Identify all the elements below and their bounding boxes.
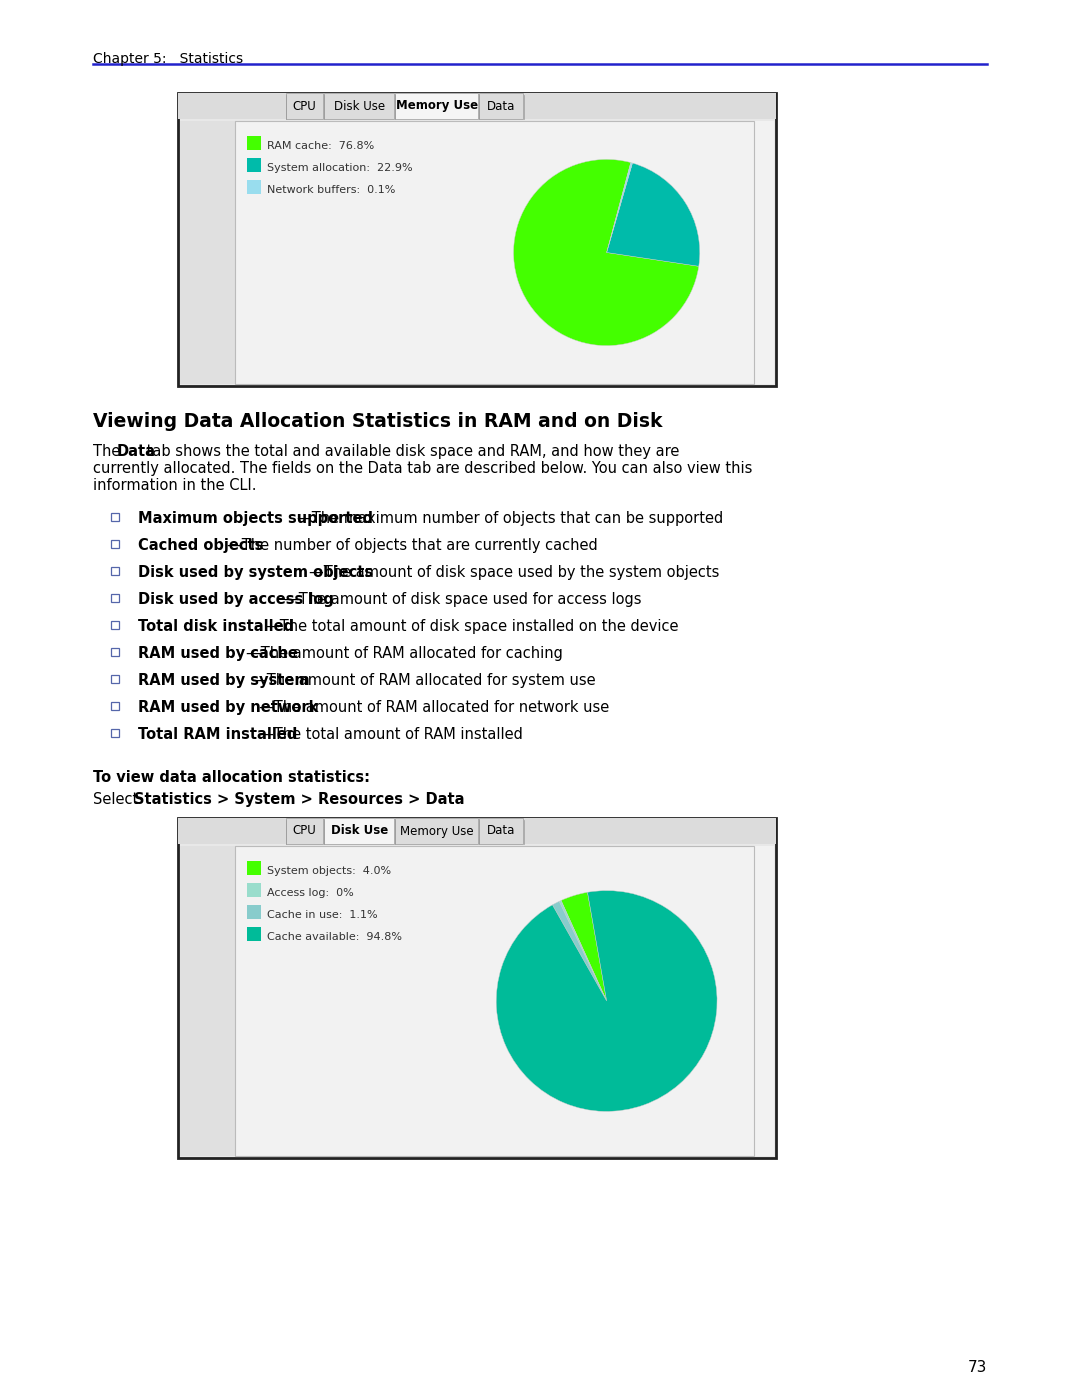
Text: —The amount of disk space used for access logs: —The amount of disk space used for acces… (284, 592, 642, 608)
Bar (247, 180, 261, 194)
Bar (180, 847, 235, 1155)
Text: Disk Use: Disk Use (330, 824, 388, 837)
Text: CPU: CPU (293, 99, 316, 113)
Text: Data: Data (487, 824, 515, 837)
Text: Total disk installed: Total disk installed (138, 619, 294, 634)
Text: Viewing Data Allocation Statistics in RAM and on Disk: Viewing Data Allocation Statistics in RA… (93, 412, 662, 432)
Text: —The amount of RAM allocated for system use: —The amount of RAM allocated for system … (253, 673, 596, 687)
Bar (247, 928, 261, 942)
Text: RAM used by system: RAM used by system (138, 673, 310, 687)
Bar (111, 675, 119, 683)
Text: RAM cache:  76.8%: RAM cache: 76.8% (267, 141, 375, 151)
Bar (247, 158, 261, 172)
Bar (235, 122, 754, 384)
Bar (178, 819, 777, 844)
Bar (247, 136, 261, 149)
Text: Disk Use: Disk Use (334, 99, 384, 113)
Text: Cached objects: Cached objects (138, 538, 264, 553)
Text: —The maximum number of objects that can be supported: —The maximum number of objects that can … (297, 511, 723, 527)
Wedge shape (559, 901, 607, 1002)
Wedge shape (514, 159, 699, 345)
Wedge shape (497, 891, 717, 1112)
Wedge shape (552, 901, 607, 1002)
Text: —The total amount of disk space installed on the device: —The total amount of disk space installe… (265, 619, 678, 634)
Text: The: The (93, 444, 125, 460)
Text: CPU: CPU (293, 824, 316, 837)
Text: To view data allocation statistics:: To view data allocation statistics: (93, 770, 370, 785)
Bar (247, 905, 261, 919)
Wedge shape (607, 163, 700, 267)
Text: —The amount of RAM allocated for caching: —The amount of RAM allocated for caching (246, 645, 563, 661)
Bar (111, 622, 119, 629)
Bar (111, 729, 119, 738)
Bar (324, 94, 394, 119)
Bar (480, 94, 523, 119)
Text: .: . (375, 792, 380, 807)
Text: Maximum objects supported: Maximum objects supported (138, 511, 373, 527)
Bar (235, 847, 754, 1155)
Text: RAM used by network: RAM used by network (138, 700, 319, 715)
Bar (180, 122, 235, 384)
Bar (247, 883, 261, 897)
Text: Cache in use:  1.1%: Cache in use: 1.1% (267, 909, 378, 921)
Bar (111, 648, 119, 657)
Text: RAM used by cache: RAM used by cache (138, 645, 298, 661)
Text: Select: Select (93, 792, 143, 807)
Text: Disk used by system objects: Disk used by system objects (138, 564, 373, 580)
Text: Data: Data (487, 99, 515, 113)
Text: Disk used by access log: Disk used by access log (138, 592, 334, 608)
Bar (178, 94, 777, 119)
Bar (111, 594, 119, 602)
Text: System allocation:  22.9%: System allocation: 22.9% (267, 163, 413, 173)
Wedge shape (607, 162, 633, 253)
Text: Total RAM installed: Total RAM installed (138, 726, 297, 742)
Text: currently allocated. The fields on the Data tab are described below. You can als: currently allocated. The fields on the D… (93, 461, 753, 476)
Text: Memory Use: Memory Use (395, 99, 477, 113)
Text: Statistics > System > Resources > Data: Statistics > System > Resources > Data (134, 792, 464, 807)
Bar (324, 819, 394, 844)
Bar (180, 847, 774, 1155)
Bar (285, 94, 323, 119)
Text: —The amount of disk space used by the system objects: —The amount of disk space used by the sy… (310, 564, 720, 580)
Text: —The amount of RAM allocated for network use: —The amount of RAM allocated for network… (258, 700, 609, 715)
Bar (111, 703, 119, 710)
Bar (285, 819, 323, 844)
Bar (395, 819, 478, 844)
Text: Cache available:  94.8%: Cache available: 94.8% (267, 932, 402, 942)
Text: System objects:  4.0%: System objects: 4.0% (267, 866, 391, 876)
Text: Network buffers:  0.1%: Network buffers: 0.1% (267, 184, 395, 196)
Bar (178, 94, 777, 386)
Text: 73: 73 (968, 1361, 987, 1375)
Text: tab shows the total and available disk space and RAM, and how they are: tab shows the total and available disk s… (143, 444, 679, 460)
Bar (111, 567, 119, 576)
Bar (247, 861, 261, 875)
Bar (480, 819, 523, 844)
Text: —The number of objects that are currently cached: —The number of objects that are currentl… (227, 538, 597, 553)
Bar (235, 847, 774, 1155)
Text: Data: Data (117, 444, 156, 460)
Bar (180, 122, 774, 384)
Bar (111, 513, 119, 521)
Bar (235, 122, 774, 384)
Text: information in the CLI.: information in the CLI. (93, 478, 257, 493)
Text: Chapter 5:   Statistics: Chapter 5: Statistics (93, 52, 243, 66)
Wedge shape (562, 893, 607, 1002)
Text: Memory Use: Memory Use (400, 824, 473, 837)
Bar (178, 819, 777, 1158)
Bar (111, 541, 119, 548)
Bar (395, 94, 478, 119)
Text: —The total amount of RAM installed: —The total amount of RAM installed (258, 726, 523, 742)
Text: Access log:  0%: Access log: 0% (267, 888, 354, 898)
